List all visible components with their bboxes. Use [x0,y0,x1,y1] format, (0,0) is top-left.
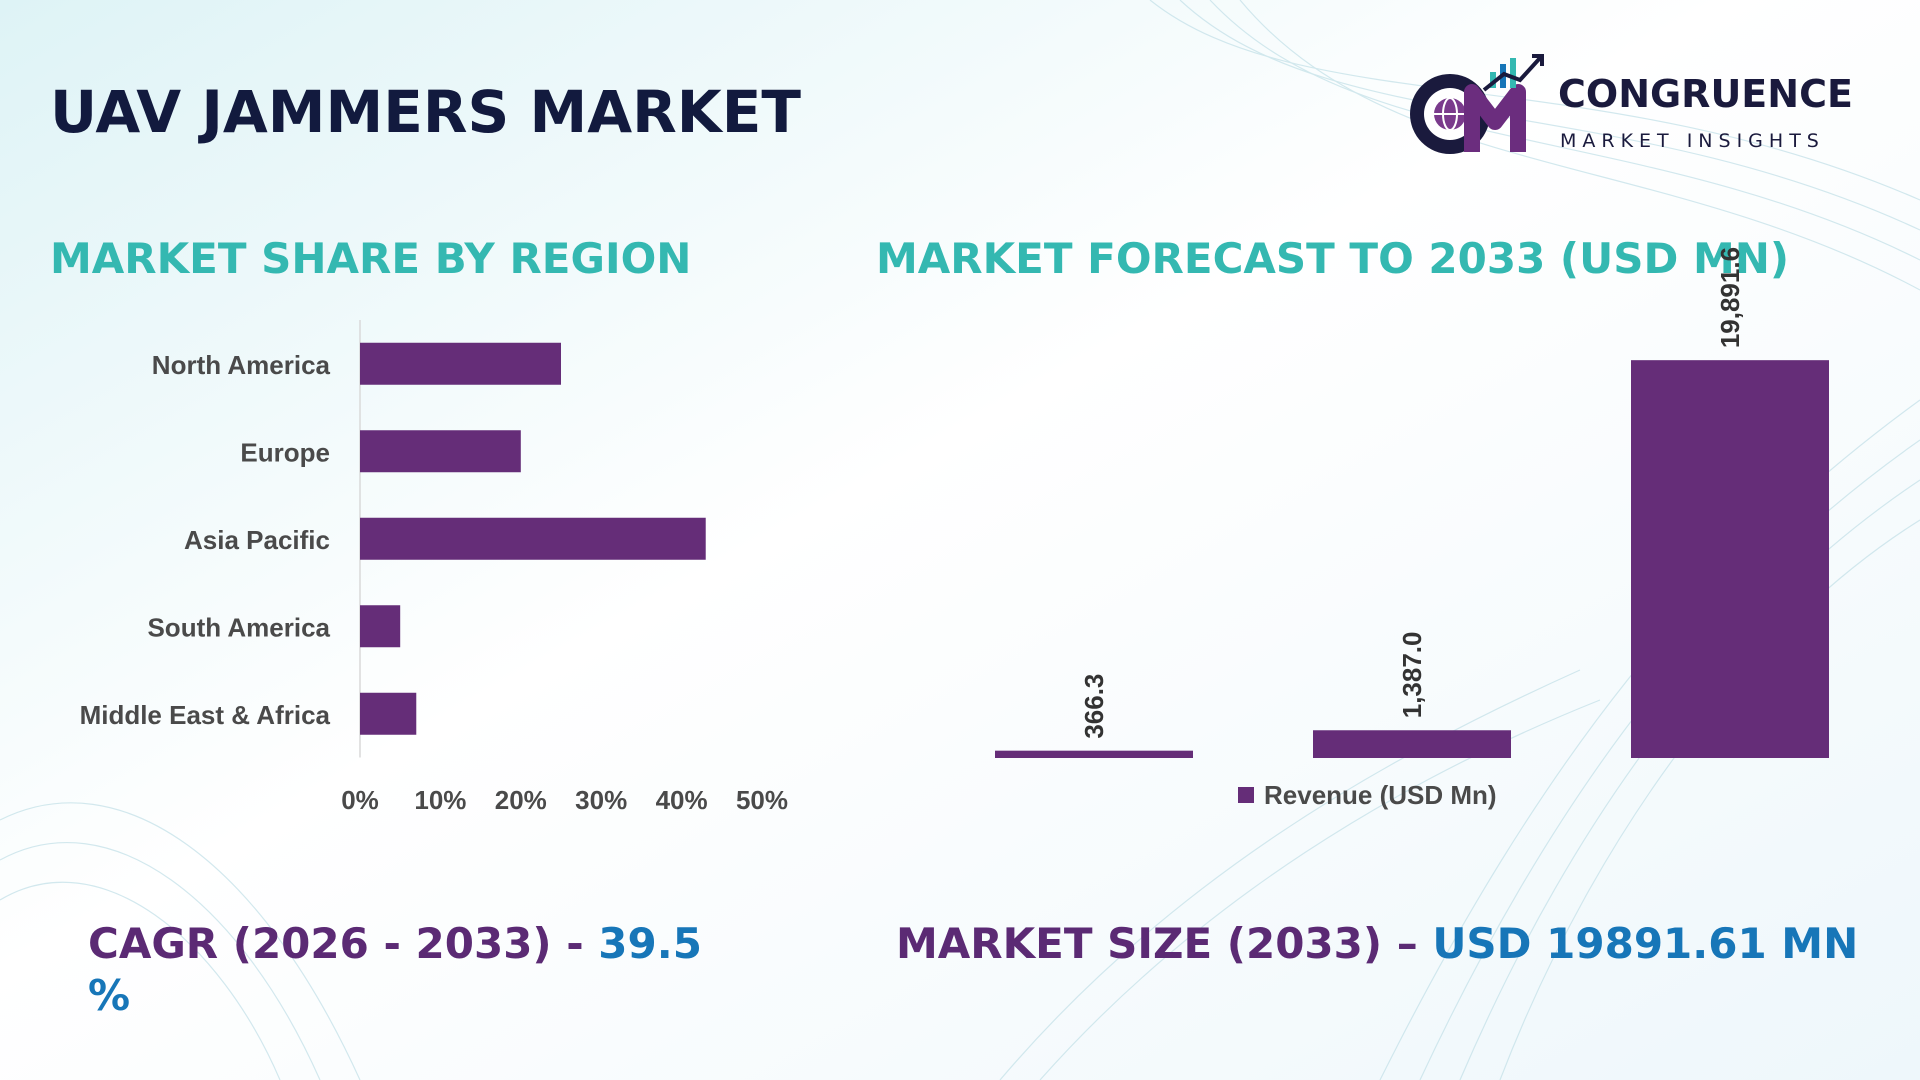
region-bar [360,517,706,560]
region-x-tick-label: 10% [414,785,466,815]
region-bar [360,692,417,735]
region-bar [360,342,561,385]
forecast-chart: 366.3 1,387.0 19,891.6 Revenue (USD Mn) [995,247,1829,810]
region-chart-title: MARKET SHARE BY REGION [50,234,692,283]
cagr-stat: CAGR (2026 - 2033) - 39.5 % [88,918,728,1022]
logo-tagline: MARKET INSIGHTS [1560,130,1825,152]
forecast-bar [1313,730,1511,758]
forecast-bar [1631,360,1829,758]
region-category-label: Europe [240,437,330,467]
cagr-value: 39.5 % [88,919,702,1020]
market-size-label: MARKET SIZE (2033) – [896,919,1433,968]
forecast-data-label: 1,387.0 [1397,632,1427,719]
logo-mark-icon [1410,54,1544,154]
region-bar [360,430,521,473]
region-category-label: North America [152,350,331,380]
region-x-tick-label: 0% [341,785,379,815]
region-x-tick-label: 50% [736,785,788,815]
logo-brand-name: CONGRUENCE [1558,72,1853,116]
legend-swatch [1238,787,1254,803]
page-title: UAV JAMMERS MARKET [50,78,801,146]
region-category-label: Middle East & Africa [80,700,331,730]
region-category-label: Asia Pacific [184,525,330,555]
region-x-tick-label: 30% [575,785,627,815]
forecast-chart-title: MARKET FORECAST TO 2033 (USD MN) [876,234,1790,283]
forecast-bar [995,750,1193,758]
forecast-data-label: 366.3 [1079,674,1109,739]
region-share-chart: North America Europe Asia Pacific South Ame… [80,320,788,815]
market-size-stat: MARKET SIZE (2033) – USD 19891.61 MN [896,918,1896,970]
region-category-label: South America [147,612,330,642]
market-size-value: USD 19891.61 MN [1432,919,1859,968]
region-bar [360,605,401,648]
forecast-data-label: 19,891.6 [1715,247,1745,348]
region-x-tick-label: 40% [656,785,708,815]
company-logo: CONGRUENCE MARKET INSIGHTS [1400,52,1880,162]
region-x-tick-label: 20% [495,785,547,815]
legend-label: Revenue (USD Mn) [1264,780,1497,810]
cagr-label: CAGR (2026 - 2033) - [88,919,599,968]
